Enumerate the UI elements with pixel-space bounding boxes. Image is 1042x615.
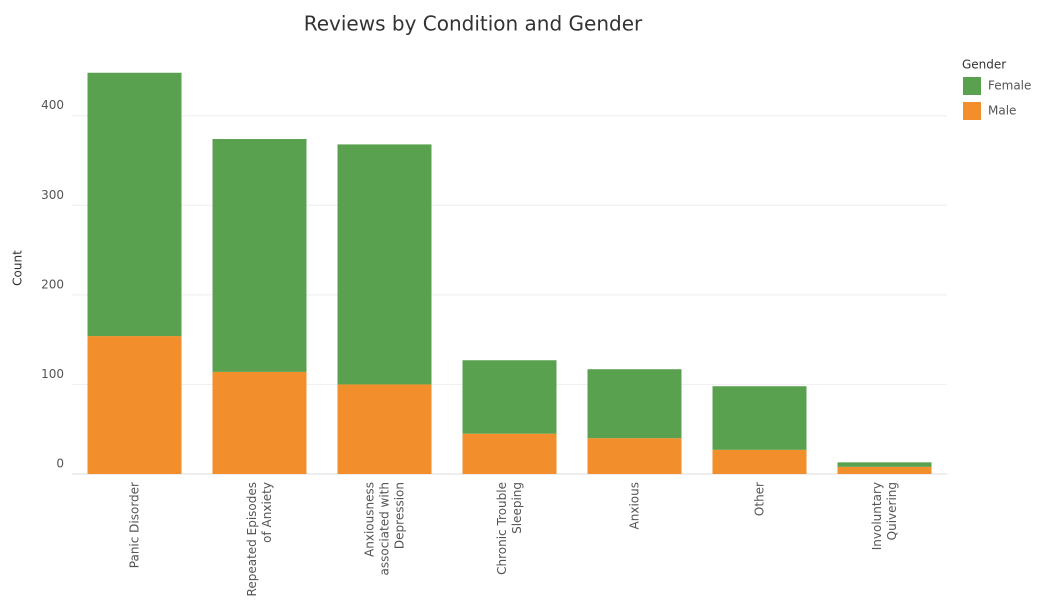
legend-swatch xyxy=(963,77,981,95)
x-tick-label: Chronic TroubleSleeping xyxy=(495,482,524,575)
x-tick-label: Anxious xyxy=(627,482,641,529)
bar-segment xyxy=(587,369,682,439)
x-tick-label: Repeated Episodesof Anxiety xyxy=(245,482,274,596)
bar-segment xyxy=(337,144,432,385)
legend-label: Female xyxy=(988,79,1031,93)
bar-segment xyxy=(212,139,307,372)
x-tick-label: Panic Disorder xyxy=(127,482,141,568)
bar-segment xyxy=(87,336,182,474)
legend-label: Male xyxy=(988,104,1016,118)
x-tick-label: Anxiousnessassociated withDepression xyxy=(362,482,406,575)
bar-segment xyxy=(712,449,807,474)
y-tick-label: 300 xyxy=(41,188,64,202)
legend-title: Gender xyxy=(962,58,1006,72)
y-tick-label: 0 xyxy=(56,457,64,471)
bar-segment xyxy=(212,371,307,474)
bar-segment xyxy=(587,438,682,474)
bar-segment xyxy=(837,462,932,467)
y-tick-label: 200 xyxy=(41,277,64,291)
bar-segment xyxy=(712,386,807,450)
x-tick-label: Other xyxy=(752,482,766,516)
bar-segment xyxy=(337,384,432,474)
bar-segment xyxy=(837,466,932,474)
y-tick-label: 100 xyxy=(41,367,64,381)
y-axis-label: Count xyxy=(11,250,25,286)
bar-segment xyxy=(87,72,182,337)
legend-swatch xyxy=(963,102,981,120)
bar-segment xyxy=(462,360,557,434)
y-tick-label: 400 xyxy=(41,98,64,112)
chart-title: Reviews by Condition and Gender xyxy=(304,12,643,36)
bar-segment xyxy=(462,433,557,474)
x-tick-label: InvoluntaryQuivering xyxy=(870,482,899,550)
